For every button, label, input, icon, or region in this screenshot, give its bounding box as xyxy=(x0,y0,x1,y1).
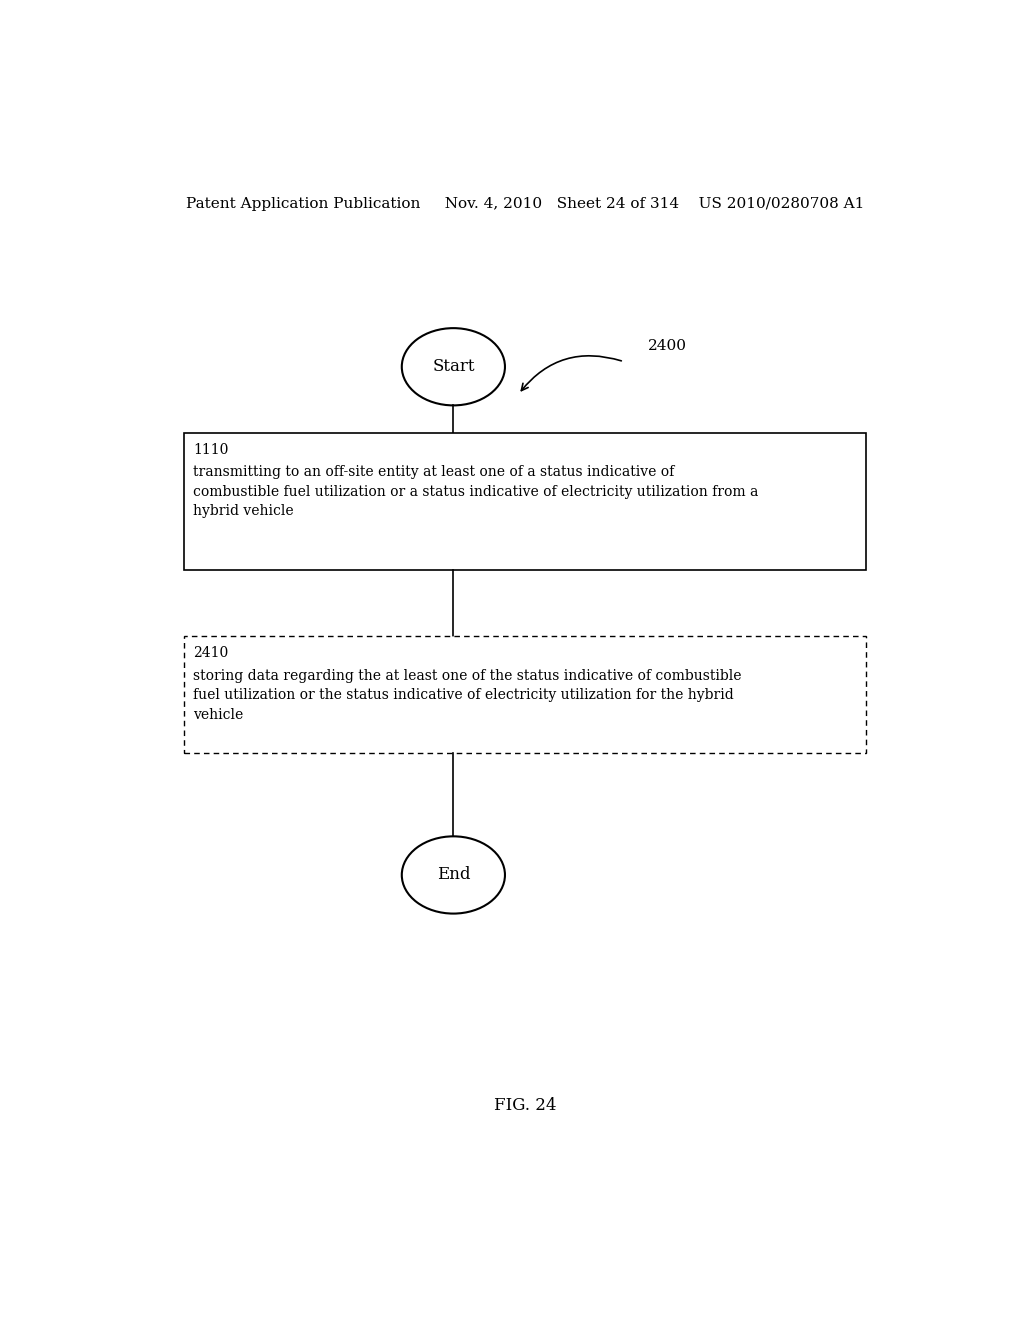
FancyBboxPatch shape xyxy=(183,433,866,570)
Text: 2410: 2410 xyxy=(194,647,228,660)
Text: Patent Application Publication     Nov. 4, 2010   Sheet 24 of 314    US 2010/028: Patent Application Publication Nov. 4, 2… xyxy=(185,197,864,211)
Text: transmitting to an off-site entity at least one of a status indicative of
combus: transmitting to an off-site entity at le… xyxy=(194,466,759,519)
Text: End: End xyxy=(436,866,470,883)
Text: Start: Start xyxy=(432,358,475,375)
Text: FIG. 24: FIG. 24 xyxy=(494,1097,556,1114)
FancyBboxPatch shape xyxy=(183,636,866,752)
FancyArrowPatch shape xyxy=(521,356,622,391)
Text: 2400: 2400 xyxy=(648,339,687,354)
Text: 1110: 1110 xyxy=(194,444,228,457)
Text: storing data regarding the at least one of the status indicative of combustible
: storing data regarding the at least one … xyxy=(194,669,741,722)
